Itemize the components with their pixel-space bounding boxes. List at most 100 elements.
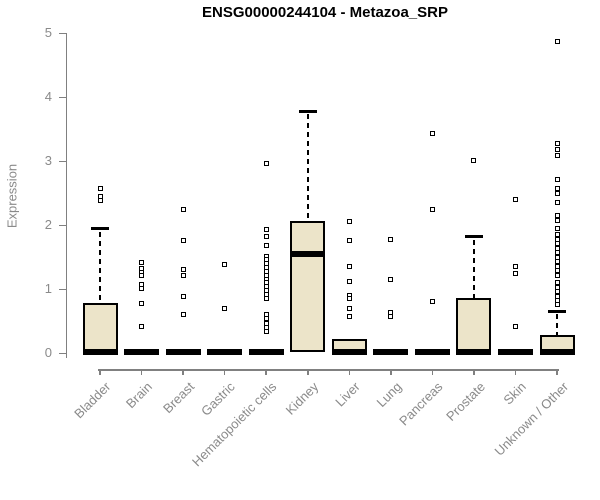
median-line-liver (331, 349, 367, 356)
outlier-point-skin (513, 264, 518, 270)
outlier-point-liver (346, 295, 352, 301)
box-bladder (82, 302, 118, 354)
median-line-breast (165, 349, 201, 356)
whisker-cap-kidney (298, 109, 317, 113)
outlier-point-unknown-other (554, 190, 560, 196)
outlier-point-unknown-other (554, 302, 560, 308)
whisker-line-unknown-other (556, 314, 559, 336)
outlier-point-pancreas (429, 298, 435, 304)
median-line-bladder (82, 349, 118, 356)
box-kidney (290, 221, 326, 352)
outlier-point-lung (388, 236, 394, 242)
whisker-line-prostate (472, 239, 475, 299)
y-axis-tick (58, 352, 66, 355)
outlier-point-liver (346, 218, 352, 224)
outlier-point-gastric (222, 306, 228, 311)
median-line-hematopoietic-cells (248, 349, 284, 356)
outlier-point-lung (388, 314, 394, 320)
outlier-point-liver (346, 237, 352, 243)
x-axis-tick-label-6: Liver (332, 379, 363, 410)
median-line-gastric (207, 349, 243, 356)
outlier-point-breast (180, 266, 186, 272)
box-prostate (456, 298, 492, 354)
outlier-point-unknown-other (554, 153, 560, 159)
median-line-pancreas (414, 349, 450, 356)
whisker-cap-unknown-other (548, 309, 567, 313)
outlier-point-liver (346, 306, 352, 311)
y-axis-tick-label: 3 (44, 153, 52, 169)
outlier-point-skin (513, 271, 518, 277)
x-axis-tick (390, 369, 392, 376)
median-line-unknown-other (539, 349, 575, 356)
outlier-point-brain (139, 300, 145, 306)
y-axis-tick-label: 0 (44, 345, 52, 361)
y-axis-tick (58, 96, 66, 99)
x-axis-tick (514, 369, 517, 376)
y-axis-tick (58, 224, 66, 227)
outlier-point-unknown-other (554, 39, 560, 45)
outlier-point-brain (139, 285, 145, 291)
y-axis-tick (58, 160, 66, 163)
y-axis-tick-label: 5 (44, 25, 52, 41)
outlier-point-unknown-other (554, 177, 560, 183)
whisker-cap-prostate (464, 235, 483, 239)
x-axis-tick (473, 369, 475, 376)
median-line-kidney (290, 251, 326, 258)
outlier-point-unknown-other (554, 147, 560, 153)
outlier-point-hematopoietic-cells (263, 295, 269, 301)
outlier-point-hematopoietic-cells (263, 234, 269, 240)
outlier-point-hematopoietic-cells (263, 227, 269, 233)
median-line-prostate (456, 349, 492, 356)
outlier-point-unknown-other (554, 212, 560, 218)
whisker-cap-bladder (91, 227, 109, 230)
y-axis-tick-label: 1 (44, 281, 52, 297)
x-axis-tick-label-10: Skin (500, 379, 530, 408)
x-axis-tick-label-0: Bladder (71, 379, 114, 422)
outlier-point-breast (180, 237, 186, 243)
outlier-point-skin (513, 197, 518, 203)
x-axis-tick (556, 369, 558, 376)
x-axis-tick-label-9: Prostate (442, 379, 488, 424)
outlier-point-breast (180, 273, 186, 279)
x-axis-line (98, 369, 559, 371)
outlier-point-liver (346, 314, 352, 320)
median-line-skin (498, 349, 533, 356)
outlier-point-liver (346, 279, 352, 285)
outlier-point-hematopoietic-cells (263, 160, 269, 166)
outlier-point-hematopoietic-cells (263, 329, 269, 335)
x-axis-tick-label-5: Kidney (282, 379, 322, 418)
outlier-point-lung (388, 276, 394, 282)
outlier-point-pancreas (429, 131, 435, 137)
whisker-line-kidney (306, 114, 309, 222)
x-axis-tick-label-3: Gastric (198, 379, 239, 419)
median-line-lung (373, 349, 409, 356)
outlier-point-bladder (97, 197, 103, 203)
x-axis-tick-label-7: Lung (373, 379, 405, 411)
y-axis-tick-label: 2 (44, 217, 52, 233)
outlier-point-breast (180, 312, 186, 318)
y-axis-tick (58, 32, 66, 35)
outlier-point-unknown-other (554, 199, 560, 205)
outlier-point-breast (180, 294, 186, 300)
x-axis-tick (265, 369, 267, 376)
outlier-point-prostate (471, 158, 477, 164)
outlier-point-brain (139, 272, 145, 278)
outlier-point-skin (513, 323, 518, 329)
outlier-point-unknown-other (554, 226, 560, 231)
chart-title: ENSG00000244104 - Metazoa_SRP (202, 4, 448, 21)
outlier-point-hematopoietic-cells (263, 243, 269, 249)
x-axis-tick-label-8: Pancreas (396, 379, 447, 429)
x-axis-tick (431, 369, 434, 376)
outlier-point-gastric (222, 262, 228, 268)
median-line-brain (124, 349, 160, 356)
outlier-point-bladder (97, 186, 103, 192)
x-axis-tick (182, 369, 184, 376)
outlier-point-unknown-other (554, 140, 560, 146)
outlier-point-brain (139, 323, 145, 329)
x-axis-tick (99, 369, 101, 376)
outlier-point-liver (346, 264, 352, 270)
outlier-point-breast (180, 206, 186, 212)
outlier-point-unknown-other (554, 217, 560, 223)
x-axis-tick-label-2: Breast (159, 379, 197, 417)
